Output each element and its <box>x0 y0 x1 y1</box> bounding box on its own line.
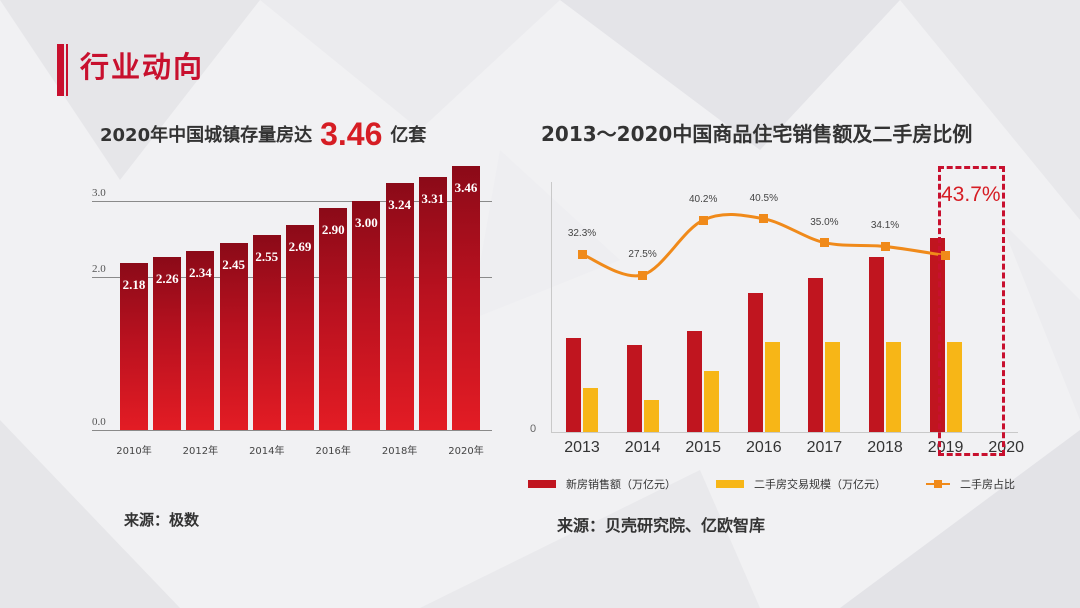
x-tick-label: 2018年 <box>381 446 418 457</box>
share-point <box>819 238 829 248</box>
x-tick-label: 2019 <box>927 439 964 456</box>
x-tick-label: 2012年 <box>182 446 219 457</box>
stock-bar <box>352 200 381 430</box>
legend-label: 二手房占比 <box>960 478 1015 491</box>
right-source-text: 来源：贝壳研究院、亿欧智库 <box>557 516 766 535</box>
x-tick-label: 2020年 <box>448 446 484 457</box>
stock-bar <box>252 235 281 430</box>
new-house-sales-bar <box>687 330 703 432</box>
share-value-label: 40.2% <box>689 194 718 206</box>
used-house-volume-bar <box>643 400 659 432</box>
new-house-sales-bar <box>626 344 642 432</box>
x-tick-label: 2010年 <box>116 446 152 457</box>
bar-value-label: 3.46 <box>454 179 478 195</box>
bar-value-label: 2.69 <box>288 238 312 254</box>
legend-swatch-red <box>528 480 556 488</box>
bar-value-label: 2.55 <box>255 249 279 265</box>
share-point <box>759 214 769 224</box>
bar-value-label: 3.00 <box>355 214 378 230</box>
stock-bar <box>385 182 414 430</box>
x-tick-label: 2017 <box>806 439 843 456</box>
right-chart-title: 2013～2020中国商品住宅销售额及二手房比例 <box>541 122 973 146</box>
share-value-label: 35.0% <box>810 216 839 228</box>
share-value-label: 32.3% <box>567 228 597 240</box>
bar-value-label: 2.18 <box>122 277 146 293</box>
y-tick-label: 0 <box>530 423 537 435</box>
share-value-label: 34.1% <box>870 220 900 232</box>
legend-swatch-yellow <box>716 480 744 488</box>
new-house-sales-bar <box>566 337 581 432</box>
stock-bar <box>153 257 182 430</box>
left-chart-title: 2020年中国城镇存量房达 3.46 亿套 <box>100 116 426 153</box>
share-value-label: 27.5% <box>628 249 657 260</box>
bar-value-label: 2.26 <box>155 271 179 287</box>
y-tick-label: 3.0 <box>92 186 106 199</box>
share-value-label: 40.5% <box>749 192 778 204</box>
share-point <box>880 241 890 251</box>
x-tick-label: 2015 <box>685 439 721 456</box>
stock-bar <box>418 177 447 430</box>
x-tick-label: 2014 <box>624 439 661 456</box>
stock-bar <box>186 251 215 430</box>
share-point <box>698 215 708 225</box>
legend-new-house-sales: 新房销售额（万亿元） <box>528 476 676 492</box>
x-tick-label: 2018 <box>867 439 903 456</box>
x-tick-label: 2014年 <box>249 446 285 457</box>
x-tick-label: 2013 <box>564 439 600 456</box>
new-house-sales-bar <box>808 277 824 432</box>
used-house-volume-bar <box>764 341 780 432</box>
bar-value-label: 2.90 <box>321 222 345 238</box>
left-title-prefix: 2020年中国城镇存量房达 <box>100 125 313 146</box>
title-accent-line <box>66 44 68 96</box>
stock-bar <box>219 242 248 430</box>
left-source-text: 来源：极数 <box>124 511 200 529</box>
new-house-sales-bar <box>747 293 763 432</box>
y-gridline <box>92 430 492 431</box>
used-house-volume-bar <box>825 341 841 432</box>
legend-line-marker <box>926 480 950 488</box>
new-house-sales-bar <box>869 257 884 432</box>
share-point <box>941 251 951 261</box>
legend-used-house-volume: 二手房交易规模（万亿元） <box>716 476 886 492</box>
y-tick-label: 0.0 <box>92 416 106 428</box>
highlight-ratio-value: 43.7% <box>941 183 1001 206</box>
page-title: 行业动向 <box>80 50 205 84</box>
stock-bar <box>120 263 148 430</box>
highlight-dashed-box <box>938 166 1005 456</box>
legend-used-house-share: 二手房占比 <box>926 476 1015 492</box>
left-title-suffix: 亿套 <box>390 125 427 146</box>
y-tick-label: 2.0 <box>92 263 106 276</box>
used-house-volume-bar <box>886 341 901 432</box>
title-accent-bar <box>57 44 64 96</box>
x-tick-label: 2020 <box>988 439 1024 456</box>
stock-bar <box>319 208 348 430</box>
stock-bar <box>452 165 480 430</box>
share-point <box>577 249 587 259</box>
y-axis-line <box>551 182 552 432</box>
used-house-volume-bar <box>946 341 962 432</box>
y-gridline <box>92 200 492 202</box>
x-tick-label: 2016 <box>746 439 782 456</box>
bar-value-label: 3.31 <box>421 191 445 207</box>
bar-value-label: 2.34 <box>189 265 212 281</box>
left-title-number: 3.46 <box>320 116 383 152</box>
used-house-volume-bar <box>704 370 720 432</box>
bar-value-label: 2.45 <box>222 256 245 272</box>
legend-label: 新房销售额（万亿元） <box>566 478 676 491</box>
used-house-volume-bar <box>583 387 598 432</box>
share-point <box>638 270 648 280</box>
bar-value-label: 3.24 <box>388 196 411 212</box>
x-tick-label: 2016年 <box>315 446 351 457</box>
legend-label: 二手房交易规模（万亿元） <box>754 478 886 491</box>
stock-bar <box>286 224 314 430</box>
x-axis-line <box>551 432 1018 433</box>
